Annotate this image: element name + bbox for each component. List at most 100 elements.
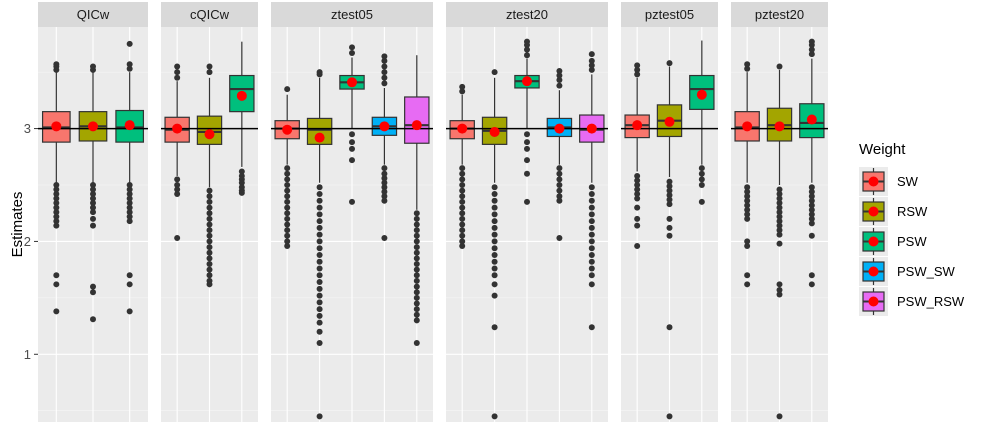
outlier-point	[381, 235, 388, 242]
mean-point	[664, 116, 675, 127]
outlier-point	[206, 69, 213, 76]
outlier-point	[744, 197, 751, 204]
legend-item-PSW_SW: PSW_SW	[859, 257, 956, 286]
mean-point	[204, 129, 215, 140]
outlier-point	[459, 165, 466, 172]
outlier-point	[556, 235, 563, 242]
outlier-point	[126, 218, 133, 225]
outlier-point	[524, 157, 530, 164]
mean-point	[457, 123, 468, 134]
mean-point	[554, 123, 565, 134]
outlier-point	[413, 272, 420, 279]
facet-strip	[38, 2, 148, 27]
outlier-point	[349, 131, 355, 138]
outlier-point	[634, 242, 641, 249]
outlier-point	[491, 324, 498, 331]
box-body	[306, 117, 333, 145]
outlier-point	[491, 292, 498, 299]
outlier-point	[459, 176, 466, 183]
outlier-point	[53, 200, 60, 207]
mean-point	[632, 120, 643, 131]
outlier-point	[744, 193, 751, 200]
outlier-point	[284, 242, 291, 249]
facet-strip	[271, 2, 433, 27]
outlier-point	[53, 182, 60, 188]
outlier-point	[776, 213, 783, 220]
outlier-point	[698, 176, 705, 183]
outlier-point	[634, 71, 641, 78]
outlier-point	[588, 51, 595, 58]
outlier-point	[413, 210, 420, 217]
outlier-point	[634, 177, 641, 184]
outlier-point	[316, 251, 323, 258]
outlier-point	[744, 242, 751, 249]
box-RSW	[306, 69, 333, 420]
outlier-point	[206, 255, 213, 262]
outlier-point	[588, 191, 595, 198]
outlier-point	[381, 165, 388, 172]
outlier-point	[459, 242, 466, 249]
outlier-point	[459, 88, 466, 95]
outlier-point	[556, 170, 563, 177]
outlier-point	[524, 170, 530, 177]
outlier-point	[381, 179, 388, 186]
outlier-point	[206, 227, 213, 234]
outlier-point	[744, 184, 751, 191]
outlier-point	[316, 69, 323, 76]
outlier-point	[491, 238, 498, 245]
outlier-point	[206, 63, 213, 70]
outlier-point	[588, 324, 595, 331]
outlier-point	[53, 272, 60, 279]
outlier-point	[316, 299, 323, 306]
outlier-point	[126, 40, 133, 47]
outlier-point	[53, 191, 60, 198]
outlier-point	[381, 175, 388, 182]
outlier-point	[316, 279, 323, 286]
outlier-point	[524, 38, 530, 45]
outlier-point	[666, 232, 673, 239]
outlier-point	[53, 213, 60, 220]
outlier-point	[349, 44, 355, 51]
outlier-point	[588, 265, 595, 272]
outlier-point	[413, 277, 420, 284]
outlier-point	[666, 413, 673, 420]
outlier-point	[459, 182, 466, 188]
outlier-point	[284, 215, 291, 222]
y-tick-label: 2	[24, 234, 31, 249]
outlier-point	[588, 251, 595, 258]
outlier-point	[776, 291, 783, 298]
outlier-point	[316, 312, 323, 319]
outlier-point	[459, 187, 466, 194]
outlier-point	[413, 266, 420, 273]
outlier-point	[53, 204, 60, 211]
outlier-point	[491, 251, 498, 258]
mean-point	[124, 120, 135, 131]
outlier-point	[316, 413, 323, 420]
outlier-point	[174, 74, 181, 81]
y-tick-label: 3	[24, 121, 31, 136]
mean-point	[347, 77, 357, 88]
outlier-point	[666, 60, 673, 67]
outlier-point	[808, 220, 815, 227]
outlier-point	[776, 286, 783, 293]
outlier-point	[634, 186, 641, 193]
outlier-point	[634, 195, 641, 202]
outlier-point	[524, 131, 530, 138]
outlier-point	[491, 245, 498, 252]
outlier-point	[413, 227, 420, 234]
outlier-point	[90, 222, 96, 229]
facet-strip	[731, 2, 828, 27]
legend-item-PSW: PSW	[859, 227, 927, 256]
outlier-point	[174, 182, 181, 188]
outlier-point	[459, 193, 466, 200]
outlier-point	[744, 65, 751, 72]
outlier-point	[413, 306, 420, 313]
outlier-point	[459, 210, 466, 217]
legend-key-mean	[868, 176, 879, 187]
outlier-point	[53, 61, 60, 68]
outlier-point	[413, 232, 420, 239]
outlier-point	[126, 186, 133, 193]
outlier-point	[126, 281, 133, 288]
outlier-point	[174, 191, 181, 198]
